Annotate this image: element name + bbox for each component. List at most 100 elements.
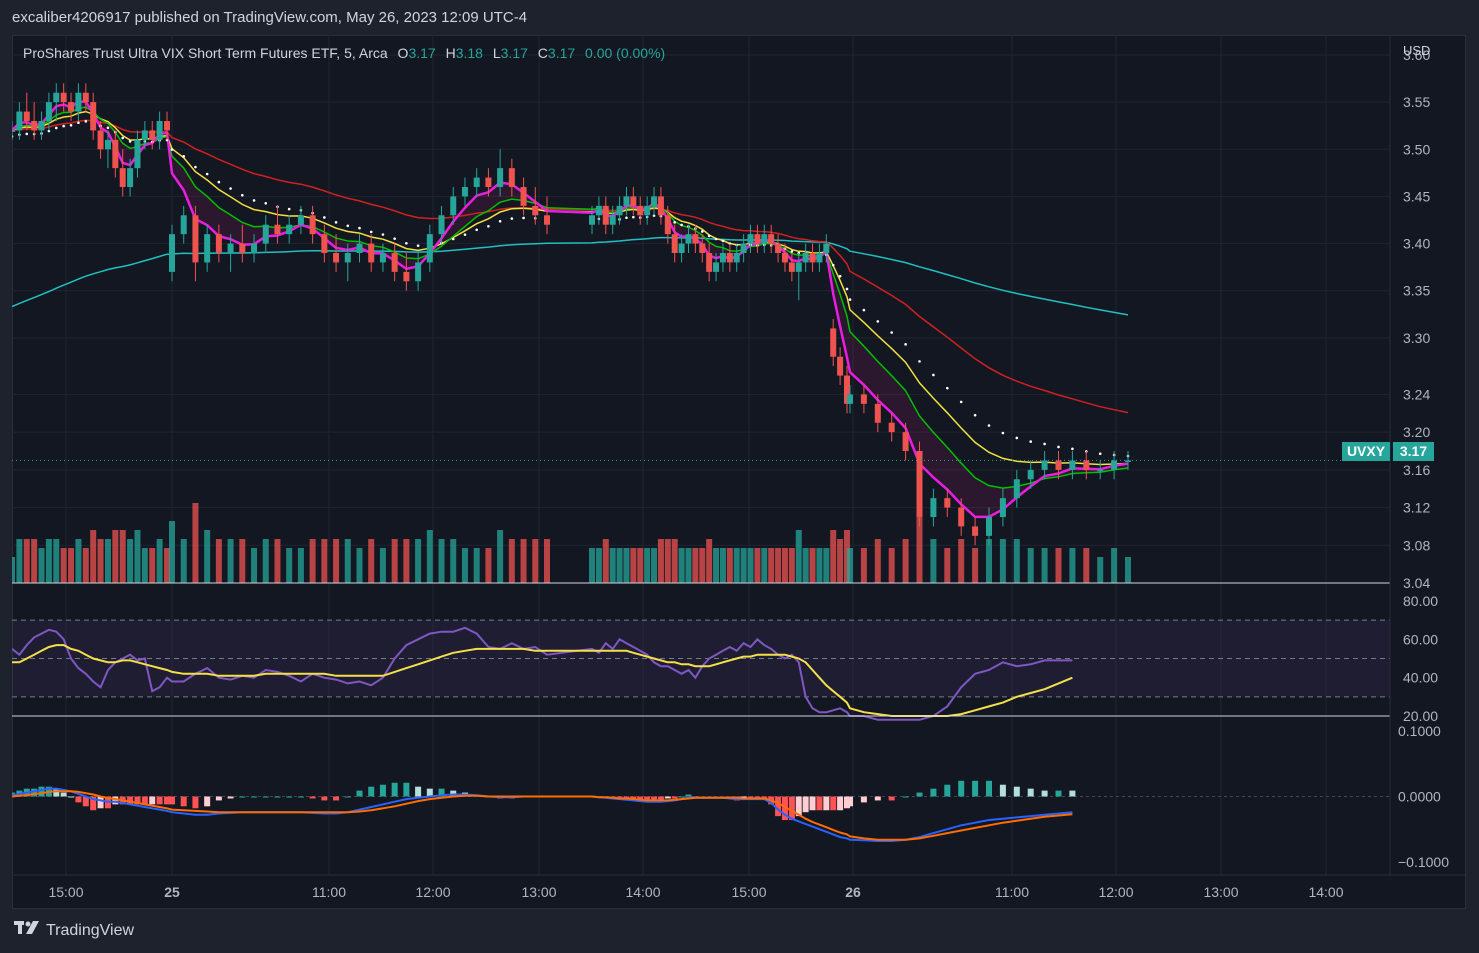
published-line: excaliber4206917 published on TradingVie…	[12, 9, 528, 26]
macd-histogram-bar	[944, 784, 951, 797]
macd-histogram-bar	[802, 796, 809, 813]
candle-body	[747, 234, 754, 244]
candle-body	[733, 253, 740, 263]
macd-histogram-bar	[902, 796, 909, 798]
grid-lines	[12, 35, 1390, 875]
volume-bar	[644, 548, 651, 583]
macd-histogram-bar	[788, 796, 795, 821]
candle-body	[104, 139, 111, 150]
candle-body	[497, 168, 504, 187]
macd-histogram-bar	[847, 796, 853, 807]
volume-bar	[53, 539, 60, 583]
volume-bar	[830, 530, 837, 583]
volume-bar	[112, 530, 119, 583]
vwap-dot	[959, 400, 963, 404]
vwap-dot	[932, 373, 935, 377]
candle-body	[119, 168, 126, 187]
macd-histogram-bar	[438, 788, 445, 797]
volume-bar	[45, 539, 52, 583]
candle-body	[1013, 479, 1020, 499]
macd-histogram-bar	[274, 796, 281, 798]
candle-body	[485, 177, 492, 187]
macd-histogram-bar	[169, 796, 175, 805]
candle-body	[368, 243, 375, 263]
vwap-dot	[252, 199, 256, 202]
volume-bar	[169, 521, 175, 583]
candle-body	[685, 234, 692, 244]
candle-body	[82, 92, 89, 103]
volume-bar	[609, 548, 616, 583]
macd-histogram-bar	[391, 782, 398, 797]
volume-bar	[816, 548, 823, 583]
volume-bar	[508, 539, 515, 583]
candle-body	[60, 92, 67, 103]
candle-body	[847, 394, 853, 404]
vwap-dot	[790, 250, 794, 253]
candle-body	[112, 139, 119, 169]
volume-bar	[1041, 548, 1048, 583]
volume-bar	[23, 539, 30, 583]
volume-bar	[403, 539, 410, 583]
candle-body	[164, 121, 170, 131]
footer-brand[interactable]: TradingView	[14, 921, 134, 940]
candle-body	[1097, 469, 1104, 472]
time-tick-label: 11:00	[995, 884, 1029, 900]
price-tick-label: 3.60	[1403, 47, 1430, 63]
price-tick-label: 3.55	[1403, 94, 1430, 110]
volume-bar	[726, 548, 733, 583]
volume-bar	[657, 539, 664, 583]
vwap-dot	[369, 230, 373, 234]
macd-histogram-bar	[740, 796, 747, 799]
macd-histogram-bar	[999, 784, 1006, 797]
price-tick-label: 3.16	[1403, 462, 1430, 478]
vwap-dot	[890, 331, 893, 334]
macd-histogram-bar	[251, 796, 258, 798]
symbol-tag: UVXY	[1342, 442, 1390, 461]
candle-body	[321, 234, 328, 253]
candle-body	[1125, 460, 1131, 462]
chart-canvas[interactable]: 3.60 3.55 3.50 3.45 3.40 3.35 3.30 3.24 3.20 3.16…	[12, 35, 1466, 909]
volume-bar	[930, 539, 937, 583]
macd-histogram-bar	[344, 796, 351, 798]
time-tick-label: 11:00	[312, 884, 346, 900]
volume-bar	[286, 548, 293, 583]
vwap-dot	[47, 129, 51, 133]
vwap-dot	[625, 216, 628, 220]
vwap-dot	[393, 237, 396, 240]
macd-histogram-bar	[830, 796, 837, 811]
vwap-dot	[728, 242, 732, 245]
vwap-dot	[463, 233, 467, 236]
vwap-dot	[1071, 447, 1074, 451]
vwap-dot	[1015, 436, 1019, 440]
candle-body	[90, 102, 97, 131]
vwap-dot	[838, 274, 842, 278]
candle-body	[930, 498, 937, 517]
price-tick-label: 3.24	[1403, 386, 1430, 402]
candle-body	[333, 253, 340, 263]
time-tick-label: 15:00	[48, 884, 83, 900]
volume-bar	[602, 539, 609, 583]
vwap-dot	[918, 360, 921, 363]
macd-histogram-bar	[227, 796, 234, 799]
macd-histogram-bar	[112, 796, 119, 805]
macd-histogram-bar	[809, 796, 816, 811]
volume-bar	[944, 548, 951, 583]
vwap-dot	[358, 226, 361, 230]
macd-histogram-bar	[286, 796, 293, 798]
candle-body	[544, 215, 550, 225]
candle-body	[986, 517, 992, 536]
macd-histogram-bar	[149, 796, 156, 805]
vwap-dot	[522, 216, 525, 220]
macd-histogram-bar	[888, 796, 895, 801]
vwap-dot	[416, 244, 420, 247]
volume-bar	[333, 539, 340, 583]
candle-body	[45, 102, 52, 121]
macd-histogram-bar	[38, 786, 45, 797]
rsi-tick-label: 80.00	[1403, 593, 1438, 609]
macd-histogram-bar	[816, 796, 823, 811]
candle-body	[902, 432, 909, 451]
vwap-dot	[241, 193, 244, 197]
macd-histogram-bar	[192, 796, 199, 809]
volume-bar	[1125, 557, 1131, 583]
candle-body	[215, 234, 222, 253]
